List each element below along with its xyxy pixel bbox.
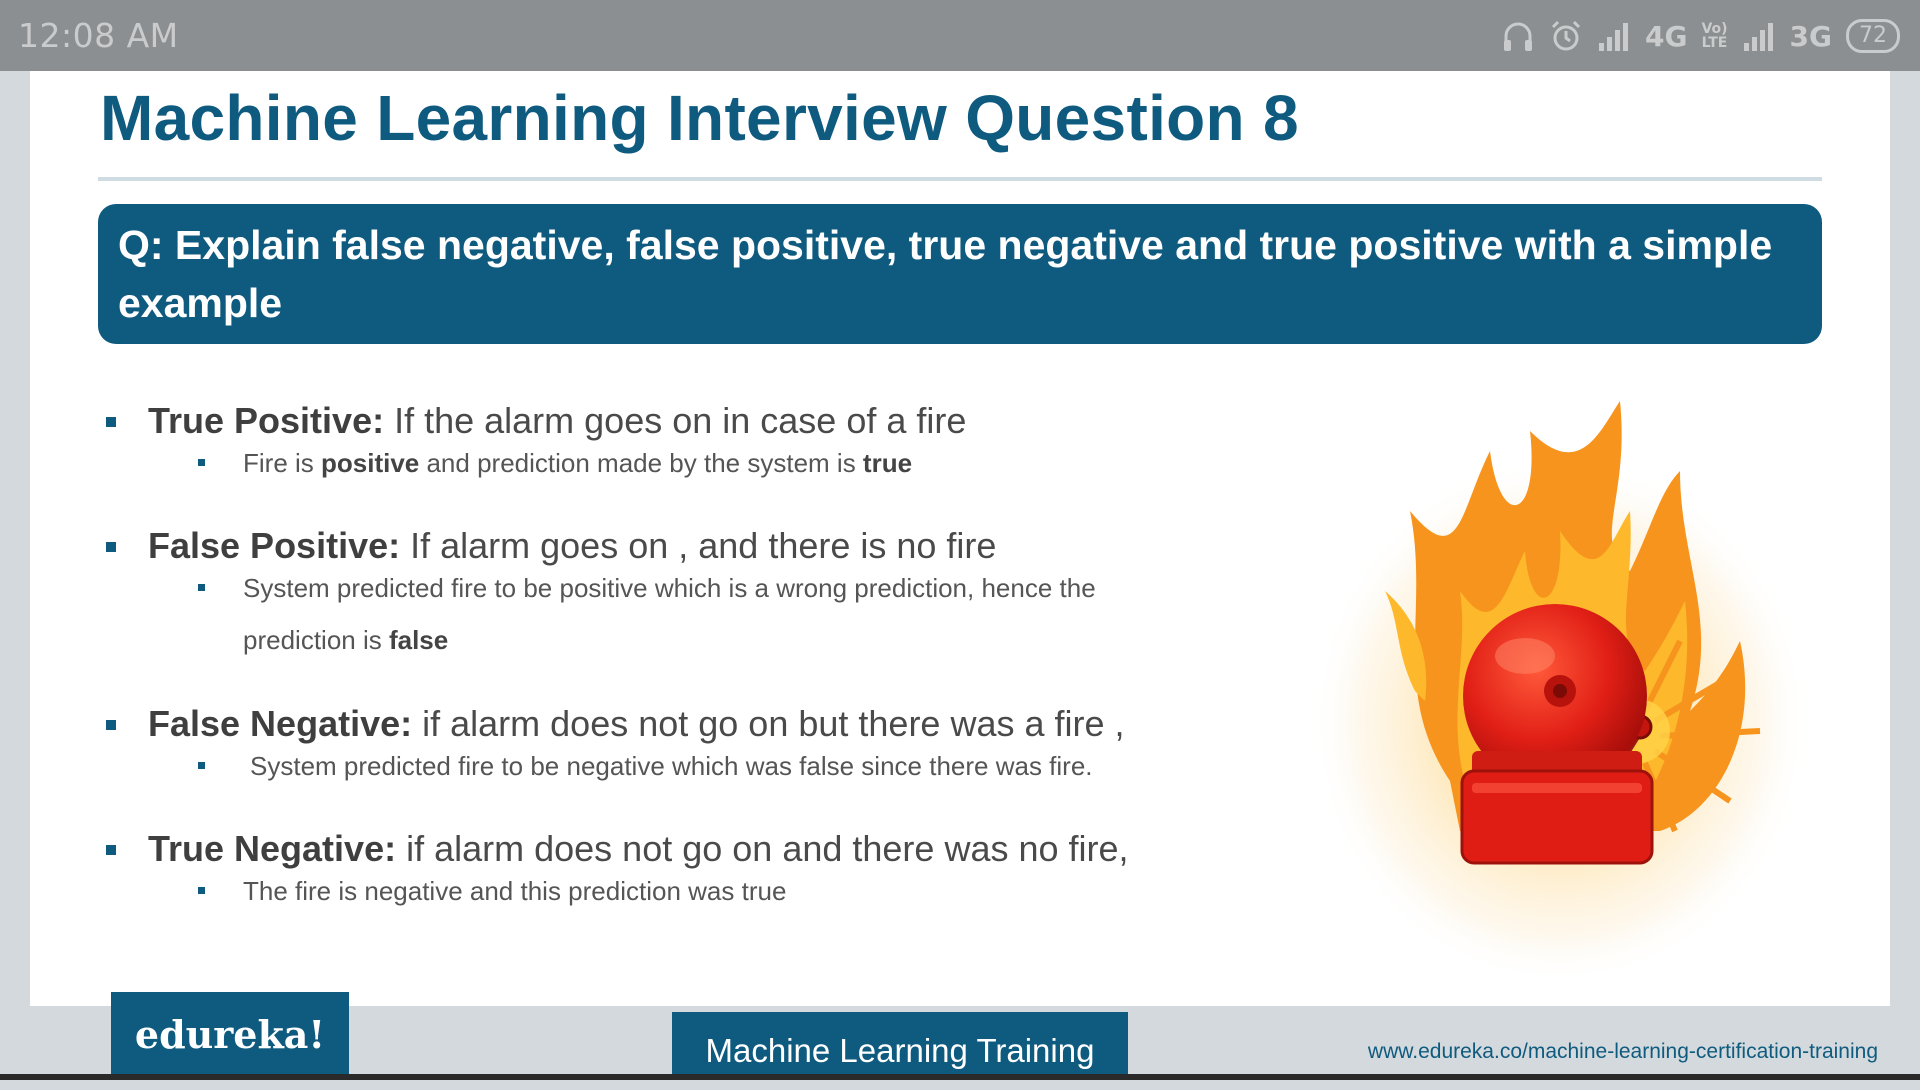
bullet-term: False Negative: <box>148 703 413 744</box>
slide-title: Machine Learning Interview Question 8 <box>100 82 1299 154</box>
bullet-term: True Negative: <box>148 828 397 869</box>
status-icons: 4G Vo) LTE 3G 72 <box>1501 14 1900 58</box>
alarm-bell-icon <box>1460 604 1761 865</box>
headphones-icon <box>1501 19 1535 53</box>
bullet-term: False Positive: <box>148 525 401 566</box>
status-bar: 12:08 AM 4G Vo) LTE 3G 72 <box>0 0 1920 71</box>
footer-url[interactable]: www.edureka.co/machine-learning-certific… <box>1367 1040 1878 1063</box>
status-time: 12:08 AM <box>18 16 179 55</box>
bullet-term: True Positive: <box>148 400 385 441</box>
sub-bullet-marker <box>198 459 205 466</box>
course-label: Machine Learning Training <box>672 1012 1128 1080</box>
spark-burst <box>1642 639 1761 833</box>
bullet-description: If alarm goes on , and there is no fire <box>400 525 997 566</box>
bullet-marker <box>106 845 116 855</box>
fire-alarm-illustration <box>1300 391 1820 986</box>
network-type-3g: 3G <box>1789 19 1832 53</box>
sub-bullet-marker <box>198 584 205 591</box>
signal-icon <box>1742 21 1776 51</box>
signal-icon <box>1597 21 1631 51</box>
battery-indicator: 72 <box>1846 19 1900 53</box>
bullet-description: if alarm does not go on but there was a … <box>412 703 1125 744</box>
edureka-logo: edureka! <box>111 992 349 1080</box>
screen-bottom-edge <box>0 1074 1920 1080</box>
volte-indicator: Vo) LTE <box>1701 21 1728 51</box>
sub-bullet-marker <box>198 887 205 894</box>
bullet-marker <box>106 417 116 427</box>
alarm-icon <box>1549 19 1583 53</box>
question-box: Q: Explain false negative, false positiv… <box>98 204 1822 344</box>
bullet-marker <box>106 720 116 730</box>
slide: Machine Learning Interview Question 8 Q:… <box>30 71 1890 1006</box>
bullet-description: If the alarm goes on in case of a fire <box>384 400 967 441</box>
bullet-marker <box>106 542 116 552</box>
bullet-description: if alarm does not go on and there was no… <box>396 828 1129 869</box>
title-divider <box>98 177 1822 181</box>
sub-bullet-marker <box>198 762 205 769</box>
network-type-4g: 4G <box>1644 19 1688 53</box>
